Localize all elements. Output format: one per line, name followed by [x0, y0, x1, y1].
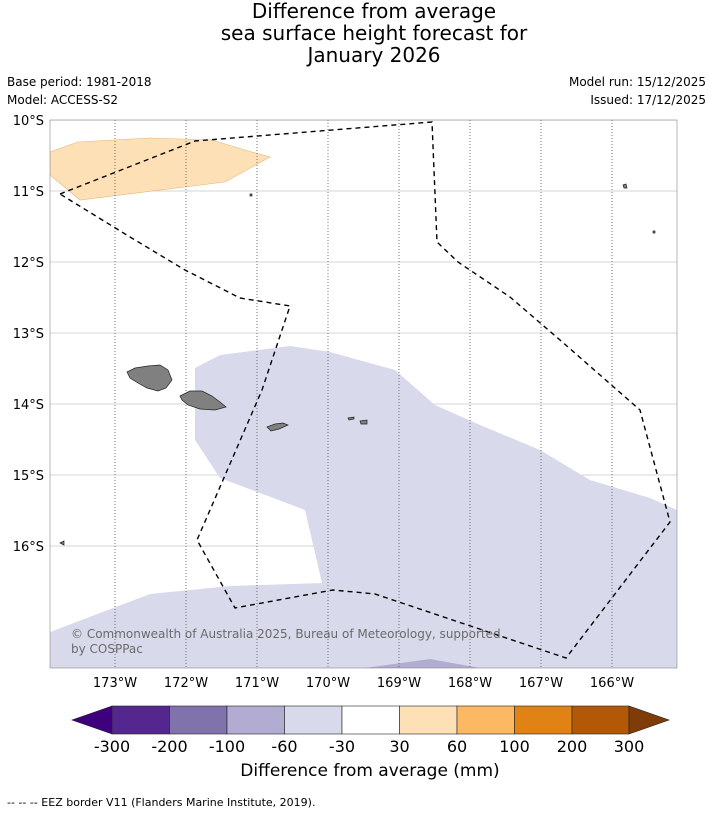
island-upolu — [179, 390, 227, 411]
colorbar-tick-minus100: -100 — [209, 737, 245, 756]
colorbar-bin-5 — [341, 705, 400, 735]
island-small-west — [59, 540, 65, 546]
island-small-east — [652, 230, 656, 234]
colorbar-bin-1 — [111, 705, 170, 735]
lon-tick-171w: 171°W — [235, 676, 279, 691]
copyright-text-line1: © Commonwealth of Australia 2025, Bureau… — [71, 627, 501, 641]
colorbar — [71, 705, 670, 735]
lat-tick-13s: 13°S — [13, 327, 44, 342]
island-small-north — [249, 193, 253, 197]
colorbar-tick-minus60: -60 — [271, 737, 297, 756]
colorbar-bin-8 — [514, 705, 573, 735]
title-line-2: sea surface height forecast for — [220, 21, 528, 45]
colorbar-bin-2 — [169, 705, 228, 735]
lon-tick-166w: 166°W — [590, 676, 634, 691]
issued-text: Issued: 17/12/2025 — [590, 93, 706, 107]
colorbar-bin-7 — [456, 705, 515, 735]
colorbar-tick-200: 200 — [557, 737, 588, 756]
colorbar-tick-minus200: -200 — [151, 737, 187, 756]
model-text: Model: ACCESS-S2 — [7, 93, 119, 107]
lon-tick-168w: 168°W — [448, 676, 492, 691]
colorbar-tick-minus300: -300 — [94, 737, 130, 756]
base-period-text: Base period: 1981-2018 — [7, 75, 152, 89]
colorbar-tick-labels: -300 -200 -100 -60 -30 30 60 100 200 300 — [94, 737, 644, 756]
eez-footnote: -- -- -- EEZ border V11 (Flanders Marine… — [7, 796, 316, 809]
colorbar-tick-30: 30 — [389, 737, 409, 756]
colorbar-bin-4 — [284, 705, 343, 735]
title-line-3: January 2026 — [307, 43, 441, 67]
lat-tick-16s: 16°S — [13, 540, 44, 555]
lon-tick-167w: 167°W — [519, 676, 563, 691]
island-savaii — [126, 364, 173, 392]
colorbar-extend-min — [71, 705, 113, 735]
lat-tick-14s: 14°S — [13, 398, 44, 413]
lat-tick-labels: 10°S 11°S 12°S 13°S 14°S 15°S 16°S — [13, 114, 44, 555]
title-line-1: Difference from average — [251, 0, 497, 23]
eez-border — [58, 121, 671, 659]
island-ofu — [347, 416, 355, 421]
copyright-text-line2: by COSPPac — [71, 642, 143, 656]
lon-tick-172w: 172°W — [164, 676, 208, 691]
island-swains — [622, 183, 628, 189]
colorbar-tick-minus30: -30 — [329, 737, 355, 756]
lon-tick-labels: 173°W 172°W 171°W 170°W 169°W 168°W 167°… — [93, 676, 634, 691]
meta-right: Model run: 15/12/2025 Issued: 17/12/2025 — [569, 73, 706, 109]
lat-tick-10s: 10°S — [13, 114, 44, 129]
model-run-text: Model run: 15/12/2025 — [568, 75, 706, 89]
colorbar-extend-max — [628, 705, 670, 735]
colorbar-tick-100: 100 — [499, 737, 530, 756]
colorbar-title: Difference from average (mm) — [240, 761, 500, 781]
lon-tick-173w: 173°W — [93, 676, 137, 691]
island-tau — [359, 419, 368, 425]
meta-left: Base period: 1981-2018 Model: ACCESS-S2 — [7, 73, 152, 109]
land-islands — [59, 183, 656, 546]
anomaly-region-minus60-minus100 — [365, 659, 480, 668]
colorbar-bin-9 — [571, 705, 630, 735]
colorbar-tick-300: 300 — [614, 737, 645, 756]
lon-tick-169w: 169°W — [377, 676, 421, 691]
lat-tick-11s: 11°S — [13, 185, 44, 200]
map-title: Difference from average sea surface heig… — [0, 0, 713, 66]
map-frame — [49, 119, 678, 669]
island-tutuila — [266, 422, 289, 432]
anomaly-region-plus30-plus60 — [50, 137, 271, 201]
colorbar-tick-60: 60 — [447, 737, 467, 756]
colorbar-bin-3 — [226, 705, 285, 735]
lon-tick-170w: 170°W — [306, 676, 350, 691]
lat-tick-12s: 12°S — [13, 256, 44, 271]
map-area — [50, 120, 677, 668]
anomaly-region-minus30-minus60 — [50, 346, 677, 668]
colorbar-bin-6 — [399, 705, 458, 735]
lat-tick-15s: 15°S — [13, 469, 44, 484]
